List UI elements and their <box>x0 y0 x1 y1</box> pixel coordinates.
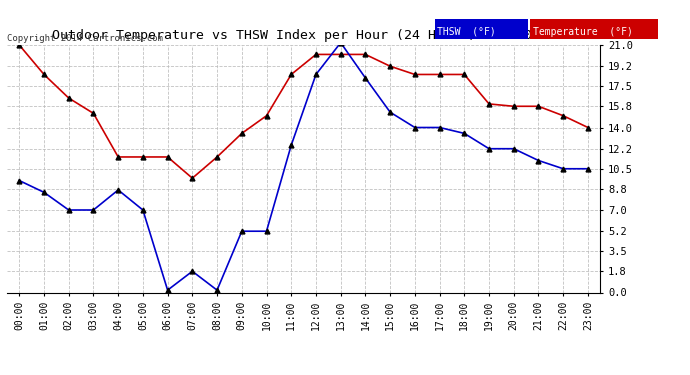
Text: Copyright 2014 Cartronics.com: Copyright 2014 Cartronics.com <box>7 34 163 43</box>
Text: Temperature  (°F): Temperature (°F) <box>533 27 633 37</box>
Title: Outdoor Temperature vs THSW Index per Hour (24 Hours)  20140131: Outdoor Temperature vs THSW Index per Ho… <box>52 30 555 42</box>
Text: THSW  (°F): THSW (°F) <box>437 27 496 37</box>
